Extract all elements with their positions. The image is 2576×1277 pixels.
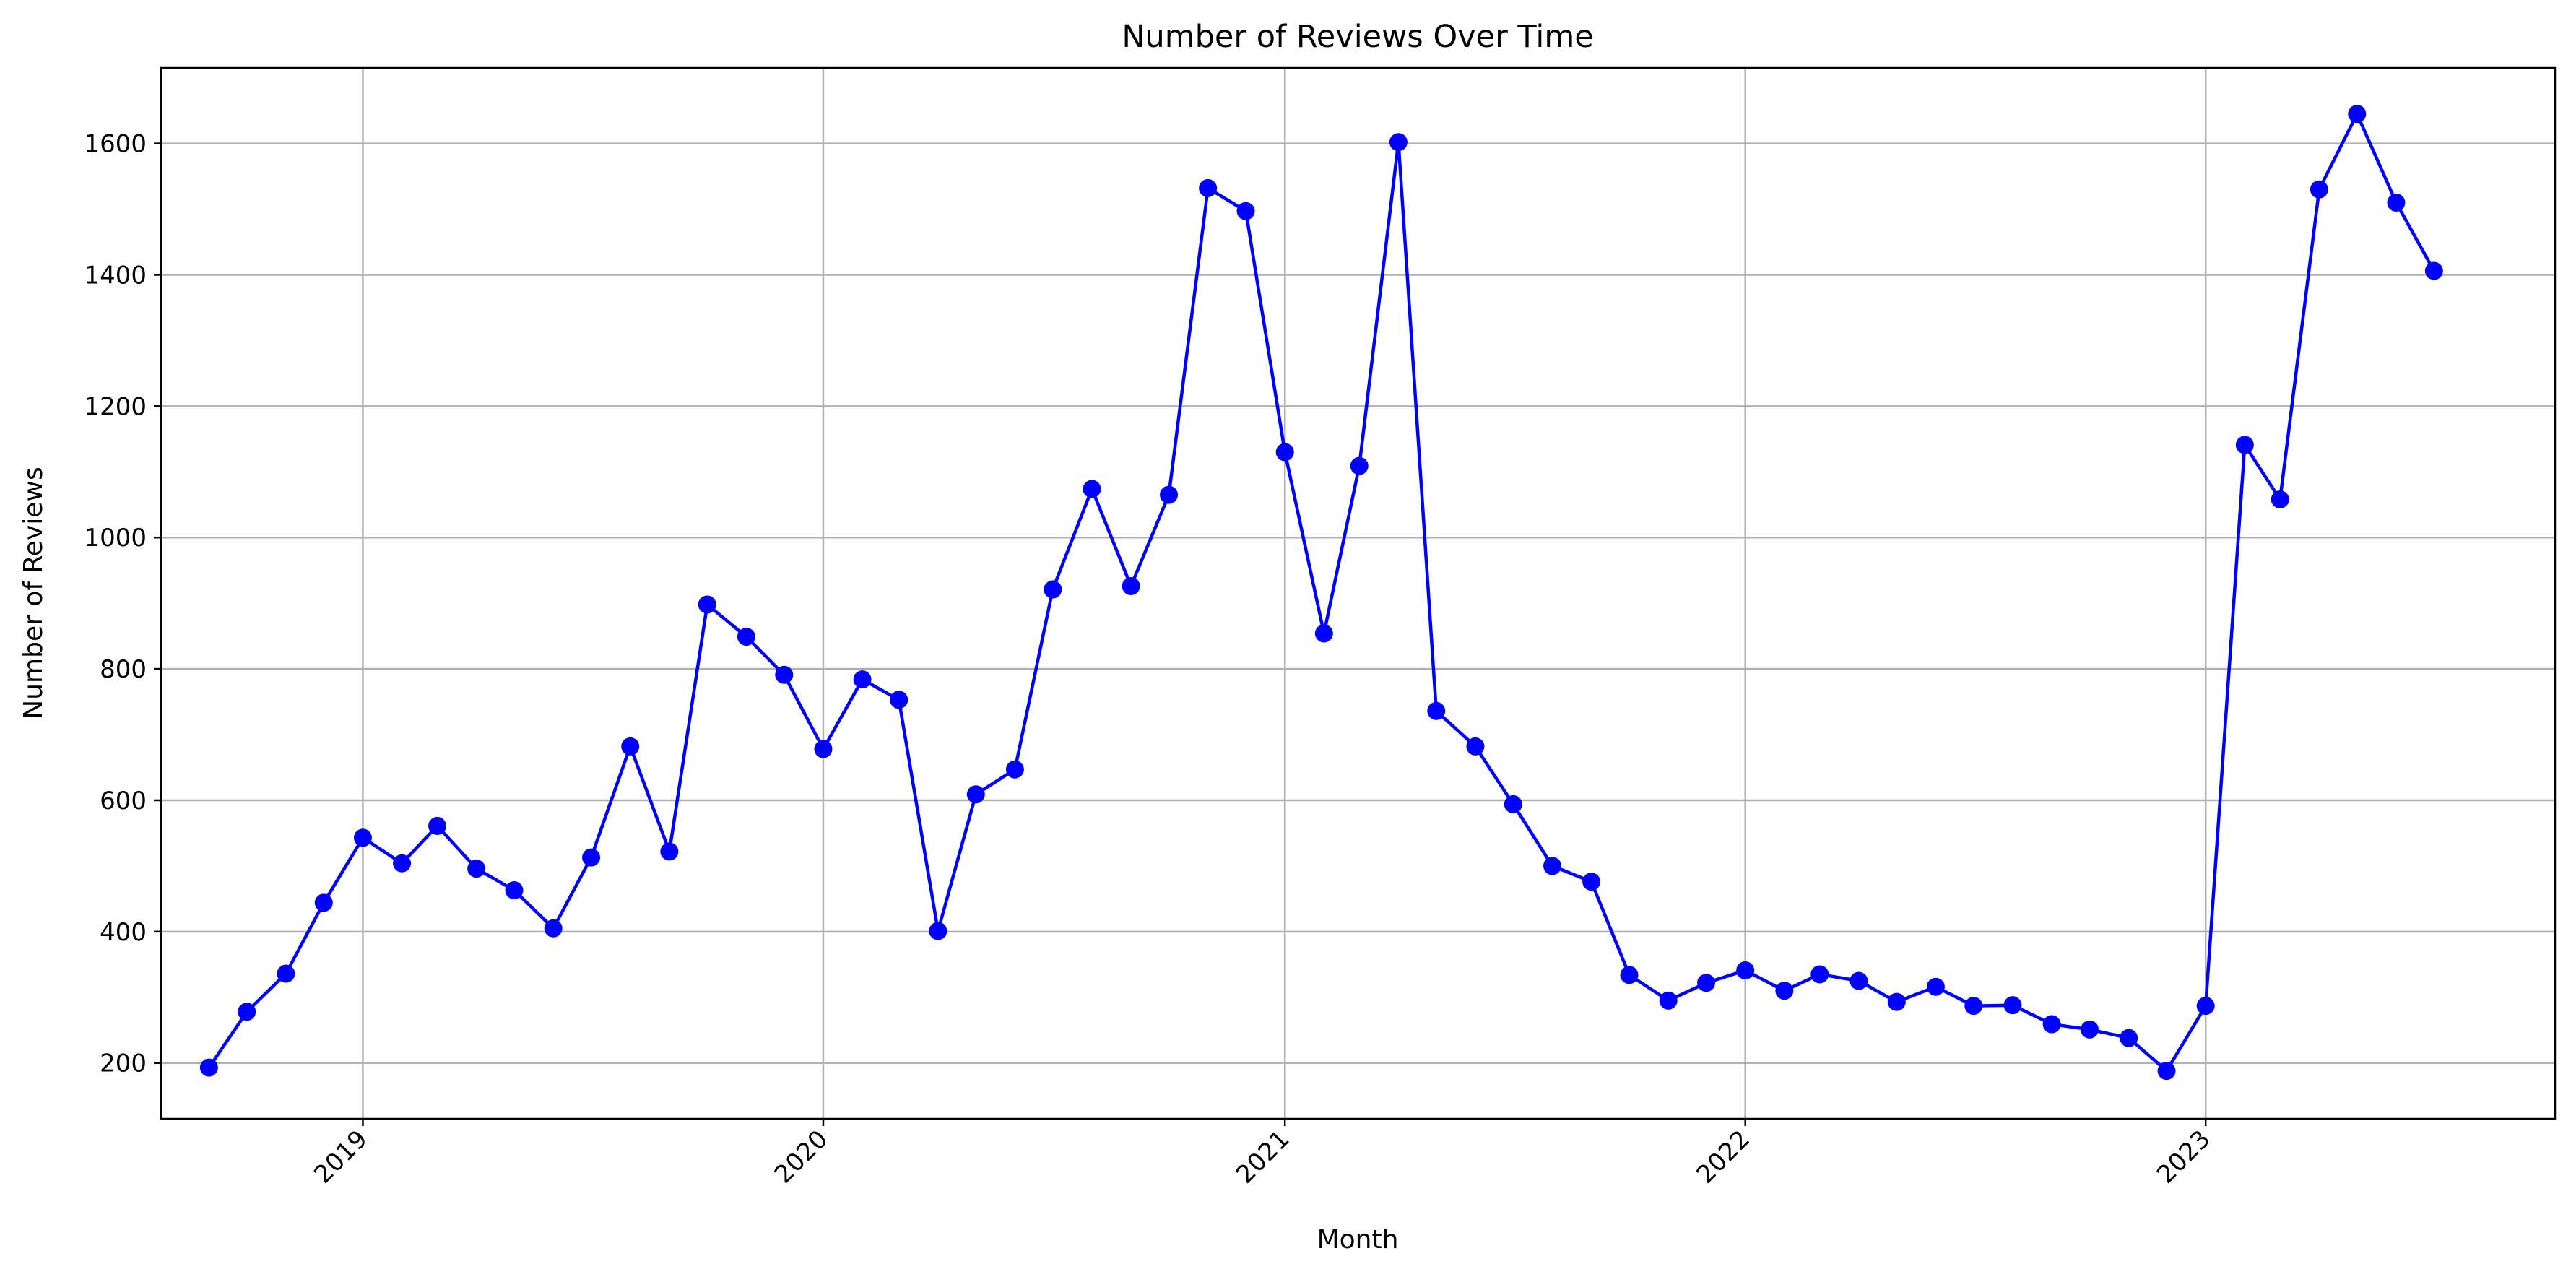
- data-point: [2348, 105, 2367, 124]
- x-tick-label: 2019: [308, 1125, 373, 1189]
- data-point: [1697, 974, 1716, 992]
- data-point: [1659, 991, 1678, 1010]
- grid-lines: [161, 68, 2555, 1119]
- data-point: [737, 628, 755, 646]
- data-point: [966, 785, 985, 804]
- data-point: [1275, 443, 1294, 462]
- data-point: [1926, 977, 1945, 996]
- data-point: [199, 1058, 218, 1077]
- data-point: [2196, 997, 2215, 1016]
- data-point: [1964, 997, 1983, 1016]
- y-tick-label: 400: [100, 918, 147, 947]
- y-tick-label: 1600: [84, 130, 147, 159]
- data-point: [1736, 961, 1755, 979]
- data-point: [1543, 857, 1561, 875]
- y-tick-label: 600: [100, 787, 147, 815]
- data-point: [238, 1003, 256, 1021]
- data-point: [2081, 1020, 2099, 1039]
- data-point: [1504, 795, 1522, 813]
- data-point: [2120, 1029, 2138, 1047]
- data-point: [660, 842, 679, 861]
- data-point: [2042, 1015, 2061, 1034]
- data-point: [698, 595, 716, 614]
- data-point: [2271, 490, 2289, 508]
- y-tick-label: 200: [100, 1049, 147, 1078]
- y-tick-label: 1000: [84, 524, 147, 553]
- data-point: [1160, 485, 1179, 504]
- data-point: [775, 665, 794, 684]
- data-point: [1810, 965, 1829, 984]
- plot-frame: [160, 66, 2557, 1120]
- data-point: [890, 691, 908, 709]
- data-point: [544, 919, 563, 938]
- x-tick-label: 2023: [2151, 1125, 2216, 1189]
- data-point: [2235, 436, 2254, 454]
- data-point: [1389, 133, 1408, 152]
- data-point: [853, 670, 872, 689]
- data-point: [2157, 1062, 2176, 1081]
- data-point: [2387, 193, 2406, 212]
- x-tick-label: 2020: [769, 1125, 833, 1189]
- data-point: [1620, 966, 1639, 984]
- data-point: [1005, 760, 1024, 779]
- data-point: [1775, 982, 1794, 1000]
- data-point: [1083, 480, 1101, 498]
- data-point: [1582, 873, 1601, 891]
- data-point: [1122, 576, 1140, 595]
- data-point: [1199, 178, 1218, 197]
- data-point: [1044, 580, 1062, 599]
- data-point: [353, 828, 372, 847]
- data-point: [277, 964, 295, 983]
- axis-ticks: 200 400 600 800 1000 1200 1400 1600 2019 2020 2021…: [84, 130, 2216, 1190]
- data-point: [814, 740, 833, 758]
- x-tick-label: 2022: [1691, 1125, 1756, 1189]
- data-point: [929, 922, 947, 940]
- data-point: [393, 854, 412, 873]
- series-line: [207, 112, 2436, 1073]
- y-tick-label: 1400: [84, 261, 147, 290]
- series-line-layer: [199, 105, 2443, 1081]
- data-point: [1427, 701, 1446, 720]
- data-point: [1350, 456, 1369, 475]
- data-point: [1314, 624, 1333, 643]
- data-point: [505, 881, 524, 900]
- data-point: [1887, 992, 1906, 1011]
- data-point: [314, 893, 333, 912]
- data-point: [467, 860, 486, 878]
- data-point: [2310, 180, 2328, 199]
- data-point: [621, 737, 640, 756]
- data-point: [1236, 202, 1255, 220]
- data-point: [2424, 261, 2443, 280]
- y-tick-label: 1200: [84, 392, 147, 421]
- data-point: [582, 848, 601, 867]
- chart-title: Number of Reviews Over Time: [1122, 19, 1593, 55]
- data-point: [2003, 996, 2022, 1015]
- data-point: [1466, 737, 1485, 756]
- x-axis-label: Month: [1317, 1225, 1399, 1255]
- data-point: [428, 816, 446, 835]
- x-tick-label: 2021: [1231, 1125, 1295, 1189]
- y-axis-label: Number of Reviews: [19, 467, 48, 719]
- data-point: [1849, 971, 1868, 990]
- y-tick-label: 800: [100, 655, 147, 684]
